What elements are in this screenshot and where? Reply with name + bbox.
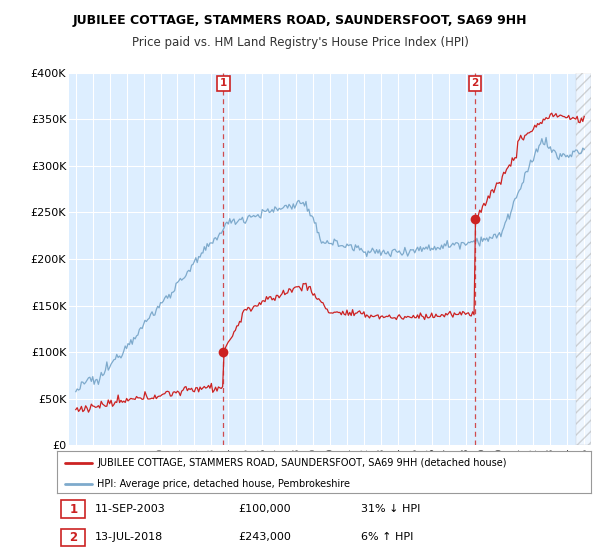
Text: £100,000: £100,000 — [239, 504, 291, 514]
Bar — [576, 73, 591, 445]
Text: 1: 1 — [220, 78, 227, 88]
Text: 31% ↓ HPI: 31% ↓ HPI — [361, 504, 421, 514]
Text: Price paid vs. HM Land Registry's House Price Index (HPI): Price paid vs. HM Land Registry's House … — [131, 36, 469, 49]
Text: 1: 1 — [69, 503, 77, 516]
Text: £243,000: £243,000 — [239, 533, 292, 543]
Bar — [61, 529, 85, 546]
Bar — [61, 501, 85, 518]
Text: 13-JUL-2018: 13-JUL-2018 — [94, 533, 163, 543]
Text: 2: 2 — [471, 78, 478, 88]
Text: 11-SEP-2003: 11-SEP-2003 — [94, 504, 165, 514]
Text: 6% ↑ HPI: 6% ↑ HPI — [361, 533, 414, 543]
Text: HPI: Average price, detached house, Pembrokeshire: HPI: Average price, detached house, Pemb… — [97, 479, 350, 488]
Text: JUBILEE COTTAGE, STAMMERS ROAD, SAUNDERSFOOT, SA69 9HH: JUBILEE COTTAGE, STAMMERS ROAD, SAUNDERS… — [73, 14, 527, 27]
Text: JUBILEE COTTAGE, STAMMERS ROAD, SAUNDERSFOOT, SA69 9HH (detached house): JUBILEE COTTAGE, STAMMERS ROAD, SAUNDERS… — [97, 458, 506, 468]
Text: 2: 2 — [69, 531, 77, 544]
